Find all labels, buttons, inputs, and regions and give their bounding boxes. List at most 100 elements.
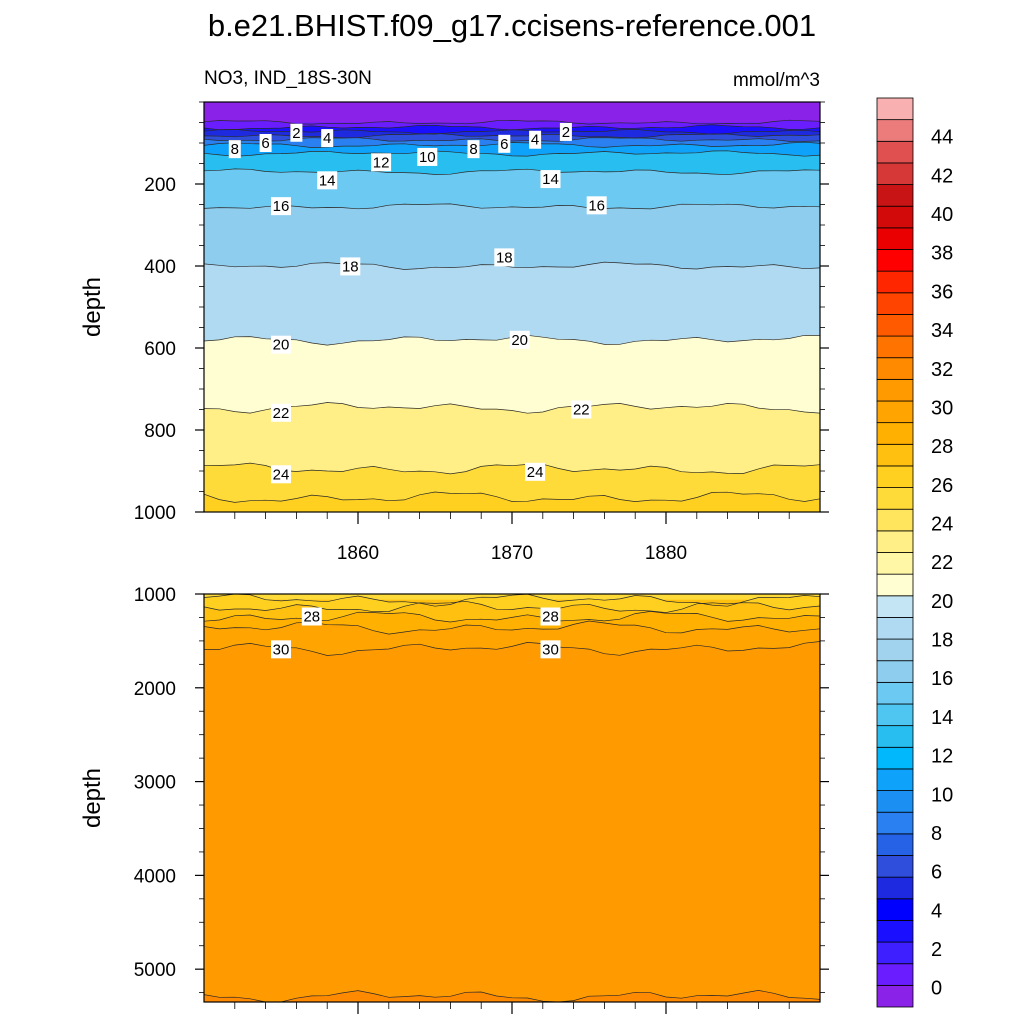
colorbar-box	[876, 833, 914, 856]
contour-label-box	[271, 640, 291, 659]
colorbar-tick-label: 34	[931, 320, 953, 342]
contour-label-box	[540, 607, 561, 626]
contour-label: 12	[373, 154, 390, 171]
colorbar-box	[876, 573, 914, 597]
colorbar-tick-label: 6	[931, 862, 942, 884]
contour-label-box	[290, 123, 303, 142]
colorbar-tick-label: 8	[931, 823, 942, 845]
colorbar-tick-label: 24	[931, 513, 953, 535]
contour-label: 20	[511, 332, 528, 349]
contour-label: 10	[419, 149, 436, 166]
contour-label-box	[271, 335, 291, 354]
colorbar-box	[876, 162, 914, 185]
colorbar-box	[876, 422, 914, 445]
colorbar-box	[876, 314, 914, 337]
colorbar: 0246810121416182022242628303234363840424…	[876, 97, 953, 1008]
contour-label-box	[494, 248, 515, 267]
contour-label-box	[509, 330, 530, 349]
colorbar-box	[876, 920, 914, 943]
contour-label-box	[529, 130, 542, 149]
contour-band	[203, 641, 821, 1003]
colorbar-tick-label: 10	[931, 784, 953, 806]
colorbar-box	[876, 855, 914, 878]
colorbar-labels: 0246810121416182022242628303234363840424…	[931, 127, 953, 1000]
contour-label-box	[259, 134, 272, 152]
colorbar-boxes	[876, 97, 914, 1008]
contour-label: 18	[342, 258, 359, 275]
y-tick-label: 4000	[134, 866, 176, 887]
colorbar-box	[876, 270, 914, 294]
contour-label-box	[559, 122, 572, 141]
contour-line	[203, 600, 821, 613]
colorbar-box	[876, 811, 914, 835]
upper-contour-lines	[203, 119, 821, 503]
colorbar-tick-label: 20	[931, 591, 953, 613]
contour-label: 24	[273, 466, 290, 483]
colorbar-box	[876, 876, 914, 900]
colorbar-box	[876, 292, 914, 315]
colorbar-box	[876, 357, 914, 380]
colorbar-box	[876, 660, 914, 683]
contour-label: 20	[273, 337, 290, 354]
colorbar-box	[876, 378, 914, 402]
contour-label-box	[317, 171, 338, 190]
colorbar-tick-label: 42	[931, 165, 953, 187]
colorbar-tick-label: 36	[931, 281, 953, 303]
colorbar-box	[876, 487, 914, 510]
contour-label-box	[540, 640, 561, 659]
y-tick-label: 800	[144, 421, 176, 442]
upper-filled-contours	[203, 102, 821, 513]
y-tick-label: 1000	[134, 585, 176, 606]
contour-label: 2	[562, 124, 570, 141]
contour-label-box	[321, 129, 334, 148]
contour-label: 30	[273, 641, 290, 658]
colorbar-tick-label: 4	[931, 900, 942, 922]
contour-label-box	[571, 400, 592, 419]
contour-line	[203, 141, 821, 148]
upper-axis-ticks: 200 400 600 800 1000 1860 1870 1880	[134, 101, 829, 564]
contour-label-box	[271, 465, 291, 484]
contour-label: 18	[496, 249, 513, 266]
colorbar-box	[876, 790, 914, 813]
y-tick-label: 200	[144, 175, 176, 196]
contour-label: 24	[527, 464, 544, 481]
lower-filled-contours	[203, 593, 821, 1003]
contour-line	[203, 203, 821, 210]
colorbar-box	[876, 703, 914, 727]
contour-label-box	[228, 140, 241, 159]
x-tick-label: 1880	[645, 543, 687, 564]
colorbar-box	[876, 898, 914, 921]
contour-label: 8	[231, 141, 239, 158]
colorbar-box	[876, 941, 914, 965]
contour-label-box	[417, 147, 438, 166]
colorbar-box	[876, 638, 914, 662]
lower-panel: 28 28 30 30 1000 2000 3000 4000 5000 depth	[79, 585, 829, 1014]
contour-label: 6	[500, 136, 508, 153]
chart-title: b.e21.BHIST.f09_g17.ccisens-reference.00…	[208, 8, 816, 43]
contour-label: 4	[531, 132, 539, 149]
contour-label: 28	[303, 609, 320, 626]
colorbar-tick-label: 18	[931, 630, 953, 652]
y-tick-label: 3000	[134, 773, 176, 794]
colorbar-tick-label: 14	[931, 707, 953, 729]
contour-label: 22	[273, 405, 290, 422]
contour-line	[203, 132, 821, 139]
contour-label: 6	[261, 135, 269, 152]
colorbar-box	[876, 443, 914, 467]
colorbar-tick-label: 30	[931, 397, 953, 419]
contour-label: 8	[469, 141, 477, 158]
contour-label: 30	[542, 641, 559, 658]
contour-line	[203, 593, 821, 607]
colorbar-box	[876, 227, 914, 250]
lower-y-axis-label: depth	[79, 768, 106, 828]
x-tick-label: 1860	[337, 543, 379, 564]
contour-label-box	[525, 462, 546, 481]
colorbar-box	[876, 335, 914, 359]
contour-line	[203, 491, 821, 503]
contour-line	[203, 990, 821, 1003]
colorbar-tick-label: 38	[931, 243, 953, 265]
y-tick-label: 5000	[134, 960, 176, 981]
colorbar-box	[876, 508, 914, 532]
contour-label-box	[271, 403, 291, 422]
